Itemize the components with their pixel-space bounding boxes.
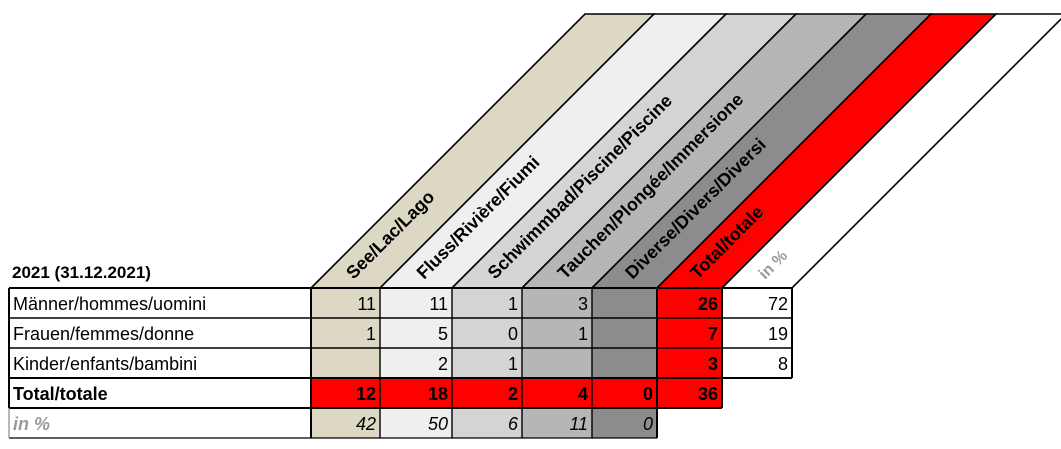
column-body-see — [311, 288, 380, 378]
cell-3-see: 12 — [356, 384, 376, 404]
pct-cell-bg-schwimmbad — [452, 408, 522, 438]
total-cell-bg-tauchen — [522, 378, 592, 408]
row-label-manner-hommes-uomini: Männer/hommes/uomini — [13, 294, 206, 314]
chart-title: 2021 (31.12.2021) — [12, 263, 151, 282]
pct-cell-bg-fluss — [380, 408, 452, 438]
total-cell-bg-fluss — [380, 378, 452, 408]
row-label-total-totale: Total/totale — [13, 384, 108, 404]
cell-1-fluss: 5 — [438, 324, 448, 344]
pct-cell-bg-tauchen — [522, 408, 592, 438]
cell-0-pct: 72 — [768, 294, 788, 314]
total-cell-bg-total — [657, 378, 722, 408]
row-label-kinder-enfants-bambini: Kinder/enfants/bambini — [13, 354, 197, 374]
row-bands — [311, 288, 792, 438]
cell-1-schwimmbad: 0 — [508, 324, 518, 344]
row-label-in: in % — [13, 414, 50, 434]
cell-0-tauchen: 3 — [578, 294, 588, 314]
cell-1-total: 7 — [708, 324, 718, 344]
cell-4-see: 42 — [356, 414, 376, 434]
cell-3-schwimmbad: 2 — [508, 384, 518, 404]
pct-cell-bg-see — [311, 408, 380, 438]
pct-cell-bg-diverse — [592, 408, 657, 438]
cell-0-see: 11 — [357, 294, 376, 314]
cell-1-see: 1 — [366, 324, 376, 344]
cell-2-pct: 8 — [778, 354, 788, 374]
cell-2-fluss: 2 — [438, 354, 448, 374]
cell-3-diverse: 0 — [643, 384, 653, 404]
cell-0-schwimmbad: 1 — [508, 294, 518, 314]
cell-4-fluss: 50 — [428, 414, 448, 434]
cell-2-schwimmbad: 1 — [508, 354, 518, 374]
cell-0-fluss: 11 — [429, 294, 448, 314]
grid-lines — [8, 287, 793, 439]
column-body-tauchen — [522, 288, 592, 378]
cell-3-fluss: 18 — [428, 384, 448, 404]
column-body-total — [657, 288, 722, 378]
header-bands — [309, 13, 1061, 289]
column-body-pct — [722, 288, 792, 378]
row-labels: Männer/hommes/uomini Frauen/femmes/donne K… — [13, 294, 206, 434]
cell-4-diverse: 0 — [643, 414, 653, 434]
column-body-diverse — [592, 288, 657, 378]
total-cell-bg-diverse — [592, 378, 657, 408]
column-body-fluss — [380, 288, 452, 378]
cell-1-tauchen: 1 — [578, 324, 588, 344]
cell-3-tauchen: 4 — [578, 384, 588, 404]
column-body-schwimmbad — [452, 288, 522, 378]
cell-2-total: 3 — [708, 354, 718, 374]
total-cell-bg-schwimmbad — [452, 378, 522, 408]
cell-0-total: 26 — [698, 294, 718, 314]
total-cell-bg-see — [311, 378, 380, 408]
cell-3-total: 36 — [698, 384, 718, 404]
cell-4-tauchen: 11 — [569, 414, 588, 434]
cell-1-pct: 19 — [768, 324, 788, 344]
row-label-frauen-femmes-donne: Frauen/femmes/donne — [13, 324, 194, 344]
cell-4-schwimmbad: 6 — [508, 414, 519, 434]
